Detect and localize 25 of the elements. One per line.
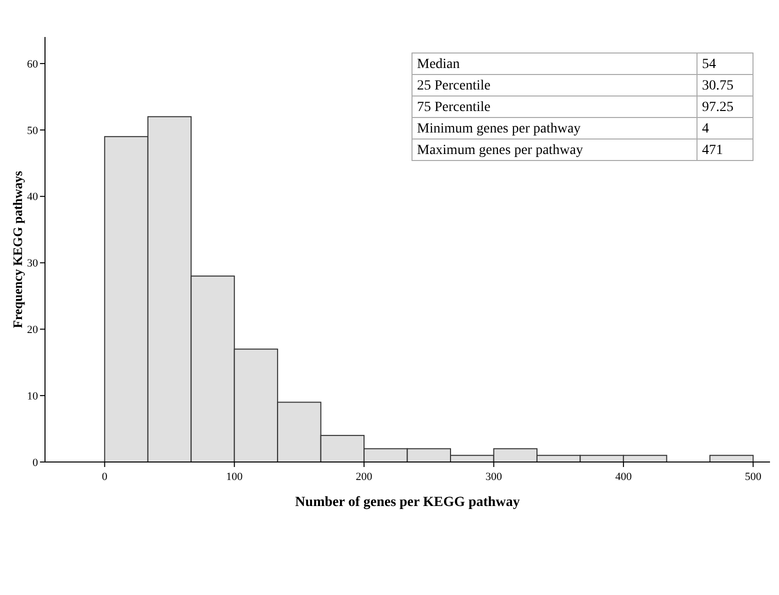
y-tick-label: 0 — [32, 456, 38, 469]
y-tick-label: 60 — [27, 58, 38, 70]
annotation: Median — [417, 57, 460, 72]
x-tick-label: 100 — [226, 471, 244, 483]
annotation: Maximum genes per pathway — [417, 143, 584, 158]
annotation: 30.75 — [702, 78, 734, 94]
y-tick-label: 50 — [27, 124, 38, 137]
annotation: 471 — [702, 143, 723, 158]
x-axis-title: Number of genes per KEGG pathway — [295, 495, 520, 510]
y-tick-label: 40 — [27, 191, 38, 204]
annotation: 25 Percentile — [417, 78, 490, 94]
y-tick-label: 10 — [27, 390, 38, 402]
annotation: 54 — [702, 57, 716, 72]
y-tick-label: 30 — [27, 258, 38, 270]
x-tick-label: 0 — [102, 471, 108, 483]
x-tick-label: 200 — [356, 471, 373, 483]
annotation: Minimum genes per pathway — [417, 122, 581, 136]
x-tick-label: 400 — [615, 471, 632, 483]
annotation: 75 Percentile — [417, 100, 490, 115]
y-axis-title: Frequency KEGG pathways — [10, 170, 25, 328]
y-tick-label: 20 — [27, 324, 38, 336]
annotation: 4 — [702, 122, 709, 136]
x-tick-label: 300 — [486, 471, 502, 483]
annotation: 97.25 — [702, 100, 734, 115]
x-tick-label: 500 — [744, 471, 762, 483]
